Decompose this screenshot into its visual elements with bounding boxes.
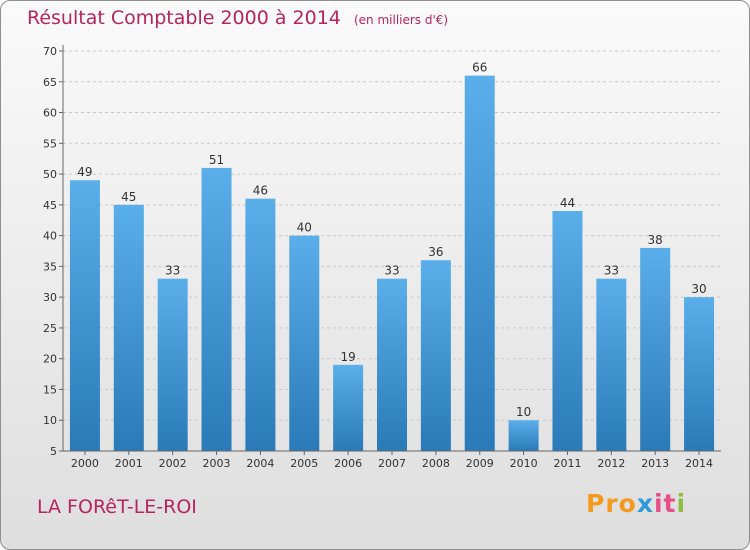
y-tick-label: 15 [43, 383, 57, 396]
bar-2002 [157, 278, 188, 451]
bar-2012 [596, 278, 627, 451]
logo-part-2: x [636, 489, 654, 518]
y-tick-label: 30 [43, 291, 57, 304]
chart-title: Résultat Comptable 2000 à 2014 [27, 7, 341, 29]
bar-2007 [377, 278, 407, 451]
bar-2014 [684, 297, 715, 451]
bar-2003 [201, 167, 232, 451]
value-label-2008: 36 [428, 245, 443, 259]
value-label-2005: 40 [297, 221, 312, 235]
value-label-2009: 66 [472, 61, 487, 75]
title-row: Résultat Comptable 2000 à 2014 (en milli… [27, 7, 448, 29]
bar-2006 [333, 364, 364, 451]
x-tick-label-2000: 2000 [71, 457, 99, 470]
x-tick-label-2012: 2012 [597, 457, 625, 470]
y-tick-label: 55 [43, 137, 57, 150]
y-tick-label: 35 [43, 260, 57, 273]
bar-2009 [464, 75, 495, 451]
value-label-2010: 10 [516, 405, 531, 419]
proxiti-logo: Proxiti [586, 489, 686, 518]
logo-part-1: Pro [586, 489, 637, 518]
y-tick-label: 50 [43, 168, 57, 181]
value-labels: 49 45 33 51 46 40 19 33 36 66 10 44 33 38 30 [77, 61, 706, 420]
y-tick-label: 45 [43, 199, 57, 212]
value-label-2006: 19 [340, 350, 355, 364]
x-tick-label-2008: 2008 [422, 457, 450, 470]
y-tick-label: 25 [43, 322, 57, 335]
bar-2001 [113, 204, 144, 451]
x-tick-label-2007: 2007 [378, 457, 406, 470]
value-label-2007: 33 [384, 264, 399, 278]
x-tick-label-2010: 2010 [510, 457, 538, 470]
bar-2005 [289, 235, 320, 451]
bar-2008 [420, 260, 451, 451]
y-tick-label: 70 [43, 45, 57, 58]
bar-2004 [245, 198, 276, 451]
y-tick-label: 10 [43, 414, 57, 427]
logo-part-3: it [653, 489, 677, 518]
y-tick-label: 60 [43, 107, 57, 120]
y-tick-label: 20 [43, 353, 57, 366]
value-label-2002: 33 [165, 264, 180, 278]
x-tick-label-2003: 2003 [203, 457, 231, 470]
bar-2010 [508, 420, 539, 451]
value-label-2004: 46 [253, 184, 268, 198]
x-tick-label-2006: 2006 [334, 457, 362, 470]
value-label-2011: 44 [560, 196, 575, 210]
bars [69, 75, 715, 451]
x-tick-label-2001: 2001 [115, 457, 143, 470]
x-tick-label-2002: 2002 [159, 457, 187, 470]
logo-part-4: i [676, 489, 687, 518]
town-name: LA FORêT-LE-ROI [37, 496, 197, 518]
x-axis-ticks: 2000 2001 2002 2003 2004 2005 2006 2007 2008 2009… [71, 451, 713, 470]
x-tick-label-2004: 2004 [246, 457, 274, 470]
x-tick-label-2014: 2014 [685, 457, 713, 470]
x-tick-label-2005: 2005 [290, 457, 318, 470]
x-tick-label-2011: 2011 [553, 457, 581, 470]
x-tick-label-2009: 2009 [466, 457, 494, 470]
y-tick-label: 5 [50, 445, 57, 458]
value-label-2001: 45 [121, 190, 136, 204]
value-label-2003: 51 [209, 153, 224, 167]
value-label-2012: 33 [604, 264, 619, 278]
y-tick-label: 40 [43, 230, 57, 243]
value-label-2000: 49 [77, 165, 92, 179]
bar-2013 [640, 247, 671, 451]
value-label-2013: 38 [648, 233, 663, 247]
bar-2000 [69, 180, 100, 451]
x-tick-label-2013: 2013 [641, 457, 669, 470]
value-label-2014: 30 [691, 282, 706, 296]
y-axis-ticks: 5 10 15 20 25 30 35 40 45 50 55 60 65 70 [43, 45, 63, 458]
y-tick-label: 65 [43, 76, 57, 89]
bar-2011 [552, 211, 583, 451]
chart-unit: (en milliers d'€) [353, 13, 449, 27]
